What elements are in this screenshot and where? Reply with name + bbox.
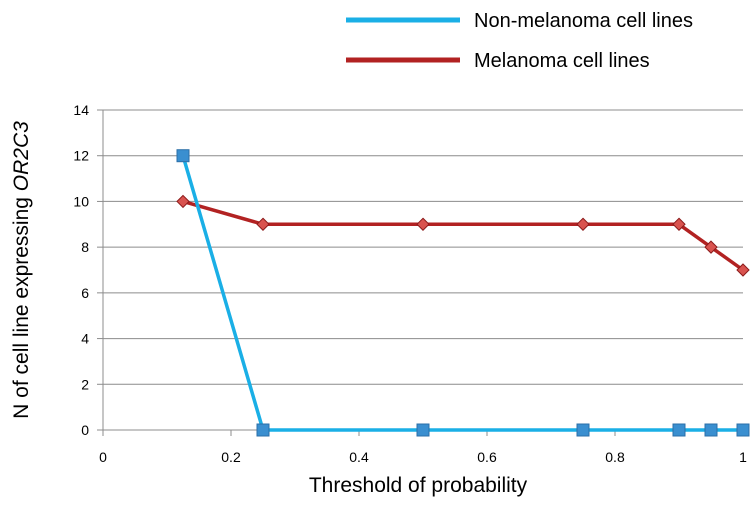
data-point [704,240,718,254]
y-tick-label: 4 [81,331,89,347]
series-line [182,199,745,272]
data-point [256,423,270,437]
x-tick-label: 1 [739,449,747,465]
x-tick-label: 0.8 [605,449,625,465]
data-point [672,423,686,437]
y-axis-title-prefix: N of cell line expressing [10,191,33,419]
axes [97,109,744,436]
data-point [704,423,718,437]
y-tick-labels: 0 2 4 6 8 10 12 14 [73,102,89,438]
y-tick-label: 12 [73,148,89,164]
gridlines [103,109,743,385]
data-point [736,263,750,277]
series-group [176,149,750,437]
legend-label-1: Melanoma cell lines [474,50,650,72]
series-non-melanoma [176,149,750,437]
y-axis-title: N of cell line expressing OR2C3 [10,121,33,419]
y-tick-label: 0 [81,422,89,438]
data-point [176,194,190,209]
data-point [736,423,750,437]
data-point [416,217,430,231]
x-tick-label: 0.6 [477,449,497,465]
x-axis-title: Threshold of probability [309,474,528,497]
data-point [576,423,590,437]
y-tick-label: 6 [81,285,89,301]
y-axis-title-gene: OR2C3 [10,121,33,191]
legend-label-0: Non-melanoma cell lines [474,10,693,32]
data-point [256,217,270,231]
x-tick-labels: 0 0.2 0.4 0.6 0.8 1 [99,449,747,465]
y-tick-label: 2 [81,376,89,392]
data-point [576,217,590,231]
y-tick-label: 14 [73,102,89,118]
y-tick-label: 10 [73,193,89,209]
legend: Non-melanoma cell lines Melanoma cell lin… [346,10,693,72]
data-point [416,423,430,437]
x-tick-label: 0.4 [349,449,369,465]
x-tick-label: 0 [99,449,107,465]
data-point [176,149,190,163]
series-melanoma [176,194,750,277]
y-tick-label: 8 [81,239,89,255]
data-point [672,217,686,231]
x-tick-label: 0.2 [221,449,241,465]
